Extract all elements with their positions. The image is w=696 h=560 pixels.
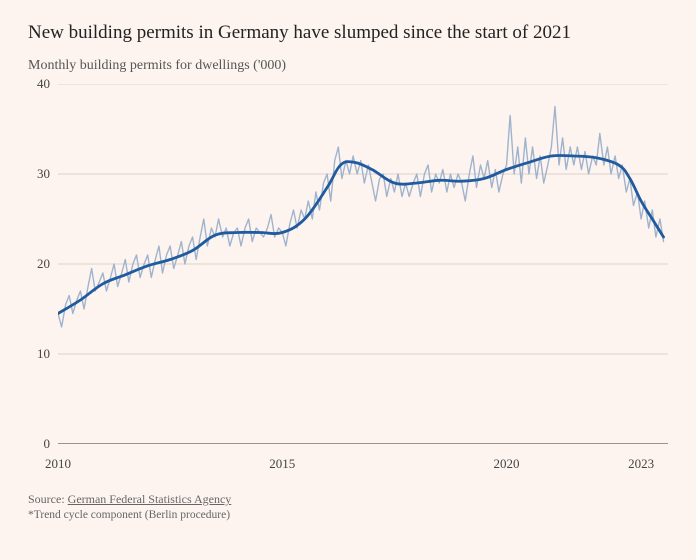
x-tick-label: 2023 [628, 456, 654, 472]
chart-svg [58, 84, 668, 444]
x-tick-label: 2020 [494, 456, 520, 472]
chart-container: 010203040 2010201520202023 [28, 84, 668, 484]
y-tick-label: 10 [37, 346, 50, 362]
plot-area [58, 84, 668, 444]
chart-title: New building permits in Germany have slu… [28, 22, 668, 44]
x-axis-labels: 2010201520202023 [58, 448, 668, 484]
source-link[interactable]: German Federal Statistics Agency [68, 492, 232, 506]
y-tick-label: 30 [37, 166, 50, 182]
footnote: *Trend cycle component (Berlin procedure… [28, 509, 668, 521]
source-prefix: Source: [28, 492, 68, 506]
y-tick-label: 0 [44, 436, 51, 452]
x-tick-label: 2015 [269, 456, 295, 472]
source-line: Source: German Federal Statistics Agency [28, 492, 668, 507]
y-tick-label: 40 [37, 76, 50, 92]
y-axis-labels: 010203040 [28, 84, 58, 444]
chart-subtitle: Monthly building permits for dwellings (… [28, 58, 668, 74]
y-tick-label: 20 [37, 256, 50, 272]
x-tick-label: 2010 [45, 456, 71, 472]
